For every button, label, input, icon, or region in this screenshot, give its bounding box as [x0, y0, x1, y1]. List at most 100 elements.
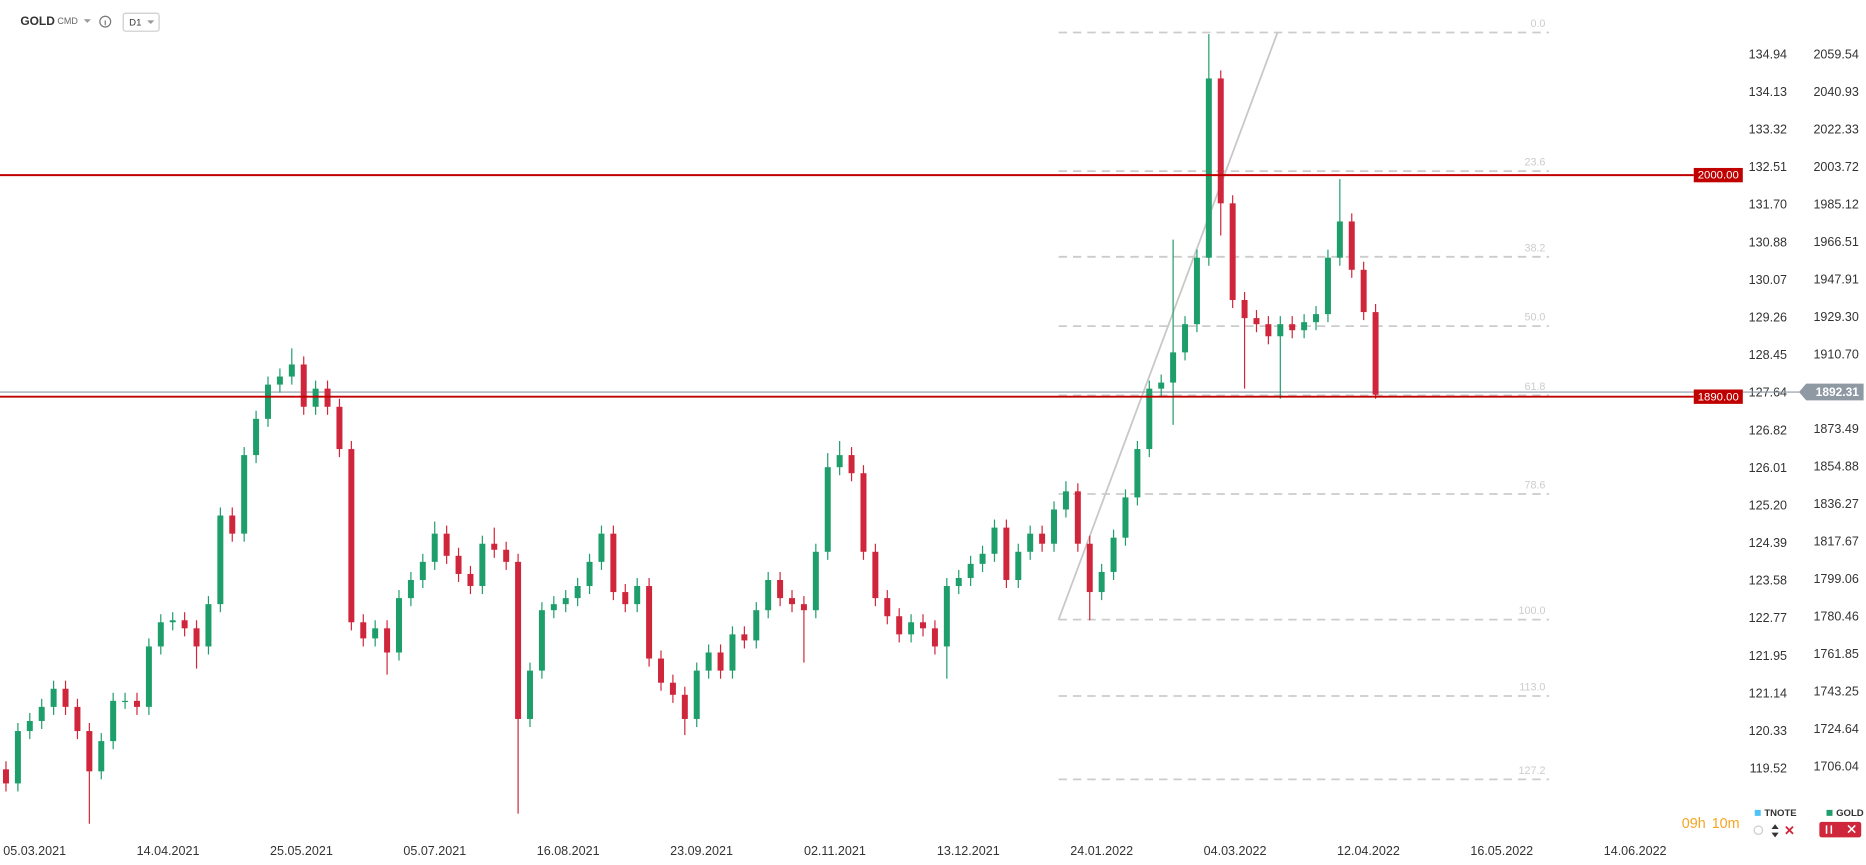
candle-body: [443, 533, 450, 556]
candle-body: [836, 455, 843, 468]
candle-body: [300, 364, 307, 407]
candle-body: [2, 769, 9, 784]
candle-body: [455, 555, 462, 574]
y-tick-label: 1966.51: [1813, 235, 1858, 249]
x-tick-label: 13.12.2021: [937, 844, 1000, 858]
candle-body: [1360, 269, 1367, 313]
level-label: 1890.00: [1698, 391, 1739, 403]
sort-icon[interactable]: [1771, 824, 1779, 838]
y2-tick-label: 126.82: [1749, 424, 1787, 438]
candle-body: [503, 549, 510, 562]
candle-body: [360, 622, 367, 639]
x-tick-label: 02.11.2021: [804, 844, 866, 858]
candle-body: [205, 604, 212, 647]
candle-body: [789, 598, 796, 605]
candle-body: [217, 515, 224, 605]
market[interactable]: CMD: [57, 16, 78, 26]
candle-body: [50, 688, 57, 707]
candle-body: [777, 579, 784, 599]
candle-body: [276, 376, 283, 385]
dropdown-arrow[interactable]: [83, 19, 91, 23]
x-tick-label: 16.08.2021: [537, 844, 600, 858]
candle-body: [1372, 312, 1379, 395]
candle-body: [1265, 324, 1272, 337]
candle-body: [419, 561, 426, 580]
legend-label[interactable]: GOLD: [1836, 808, 1864, 819]
candle-body: [979, 553, 986, 564]
gold-settings[interactable]: [1819, 821, 1862, 838]
candle-body: [693, 670, 700, 719]
candle-body: [1336, 221, 1343, 258]
fib-label: 113.0: [1519, 681, 1545, 693]
candle-body: [110, 700, 117, 742]
candle-body: [1193, 257, 1200, 325]
candle-body: [1313, 314, 1320, 323]
info-icon[interactable]: [99, 15, 112, 28]
y-tick-label: 1817.67: [1813, 535, 1858, 549]
x-tick-label: 12.04.2022: [1337, 844, 1400, 858]
candle-body: [1051, 509, 1058, 544]
candle-body: [372, 628, 379, 639]
candle-body: [658, 658, 664, 683]
fib-label: 78.6: [1524, 479, 1545, 491]
candle-body: [1015, 551, 1022, 580]
candle-body: [1062, 491, 1069, 510]
candle-body: [872, 551, 879, 599]
fib-label: 38.2: [1524, 242, 1545, 254]
y2-tick-label: 133.32: [1749, 123, 1787, 137]
candle-body: [860, 473, 867, 552]
close-icon[interactable]: [1785, 825, 1794, 835]
y-tick-label: 2022.33: [1813, 122, 1858, 136]
candle-body: [1039, 533, 1046, 544]
y-tick-label: 1985.12: [1813, 197, 1858, 211]
candle-body: [741, 634, 748, 641]
candle-body: [1122, 497, 1129, 538]
legend: TNOTE GOLD: [1753, 808, 1864, 838]
x-tick-label: 05.07.2021: [403, 844, 466, 858]
candle-body: [610, 533, 617, 593]
candle-body: [1324, 257, 1331, 315]
candle-body: [646, 586, 653, 659]
candle-body: [288, 364, 295, 377]
x-tick-label: 14.06.2022: [1604, 844, 1667, 858]
y2-tick-label: 134.13: [1749, 85, 1787, 99]
candle-body: [1134, 449, 1141, 498]
eye-icon[interactable]: [1753, 825, 1764, 836]
candle-body: [705, 652, 712, 671]
y2-tick-label: 129.26: [1749, 311, 1787, 325]
candle-body: [14, 731, 21, 784]
candle-body: [920, 622, 927, 629]
legend-swatch: [1754, 809, 1761, 816]
y-tick-label: 1706.04: [1813, 760, 1858, 774]
y-tick-label: 1780.46: [1813, 610, 1858, 624]
candle-body: [1086, 543, 1093, 593]
y2-tick-label: 134.94: [1749, 48, 1787, 62]
candle-body: [586, 561, 593, 587]
candle-body: [1348, 221, 1355, 270]
y-tick-label: 2040.93: [1813, 85, 1858, 99]
candle-body: [538, 610, 545, 671]
y-tick-label: 1929.30: [1813, 310, 1858, 324]
y-tick-label: 1799.06: [1813, 572, 1858, 586]
level-tag: [1693, 167, 1743, 183]
legend-label[interactable]: TNOTE: [1764, 808, 1796, 819]
candle-body: [848, 455, 855, 474]
candle-body: [467, 573, 474, 587]
candle-body: [1003, 527, 1010, 580]
candle-body: [312, 388, 319, 407]
candle-body: [384, 628, 391, 653]
candle-body: [634, 586, 641, 605]
fib-label: 100.0: [1519, 605, 1546, 617]
y2-tick-label: 121.95: [1749, 649, 1787, 663]
y-tick-label: 1743.25: [1813, 685, 1858, 699]
candle-body: [241, 455, 248, 534]
candle-body: [1027, 533, 1034, 552]
countdown-hours: 09h: [1682, 816, 1706, 832]
candle-body: [265, 384, 271, 419]
level-label: 2000.00: [1698, 170, 1739, 182]
interval-box[interactable]: [122, 12, 160, 32]
symbol[interactable]: GOLD: [20, 14, 55, 28]
candle-body: [169, 620, 176, 623]
candle-body: [62, 688, 69, 707]
